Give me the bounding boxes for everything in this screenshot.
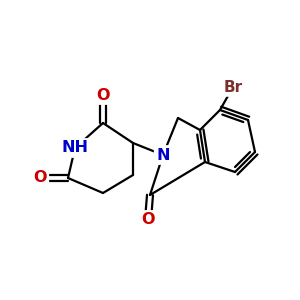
Text: N: N — [156, 148, 170, 163]
Text: NH: NH — [61, 140, 88, 155]
Text: O: O — [141, 212, 155, 227]
Text: Br: Br — [224, 80, 243, 94]
Text: O: O — [33, 170, 47, 185]
Text: O: O — [96, 88, 110, 103]
